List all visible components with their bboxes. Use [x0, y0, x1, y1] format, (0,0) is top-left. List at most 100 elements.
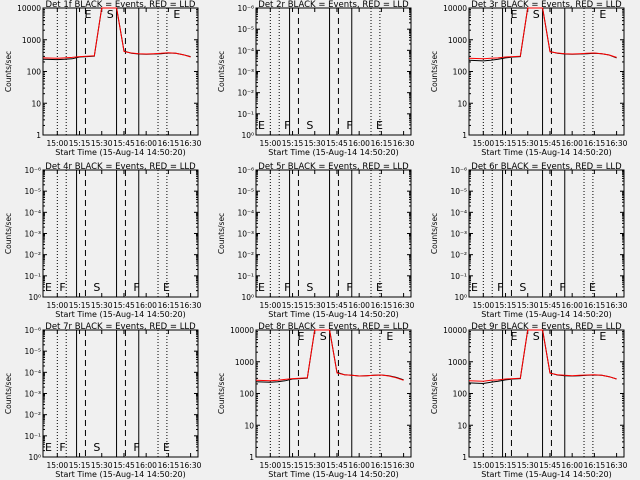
- x-tick-label: 15:30: [304, 461, 326, 470]
- x-tick-label: 15:45: [539, 461, 561, 470]
- y-tick-label: 10⁻¹: [237, 272, 254, 281]
- x-tick-label: 15:30: [91, 301, 113, 310]
- y-tick-label: 1: [249, 453, 254, 462]
- state-marker: E: [589, 281, 596, 294]
- x-tick-label: 15:45: [113, 461, 135, 470]
- panel-title: Det 5r BLACK = Events, RED = LLD: [258, 162, 409, 172]
- panel-det8r: Det 8r BLACK = Events, RED = LLD 1 10 100 10…: [217, 322, 415, 479]
- x-tick-label: 16:15: [158, 301, 180, 310]
- panel-det5r: Det 5r BLACK = Events, RED = LLD 10⁰ 10⁻¹ 1…: [217, 162, 415, 319]
- series-lld-line: [255, 329, 404, 382]
- x-tick-label: 15:45: [326, 139, 348, 148]
- x-tick-label: 16:15: [584, 461, 606, 470]
- y-tick-label: 10⁻⁵: [450, 187, 467, 196]
- y-tick-label: 10⁻⁶: [237, 166, 254, 175]
- state-marker: E: [599, 8, 606, 21]
- state-marker: S: [533, 8, 540, 21]
- y-tick-label: 10⁻³: [237, 68, 254, 77]
- state-marker: E: [163, 441, 170, 454]
- y-axis-label: Counts/sec: [217, 51, 226, 92]
- x-tick-label: 16:00: [561, 461, 583, 470]
- panel-det1f: Det 1f BLACK = Events, RED = LLD 1 10 100 10…: [4, 0, 202, 157]
- y-tick-label: 100: [453, 68, 468, 77]
- y-tick-label: 10⁻⁵: [24, 187, 41, 196]
- y-tick-label: 10⁻²: [237, 251, 254, 260]
- x-tick-label: 15:00: [473, 139, 495, 148]
- panel-title: Det 8r BLACK = Events, RED = LLD: [258, 322, 409, 332]
- state-marker: F: [59, 441, 65, 454]
- state-marker: S: [93, 441, 100, 454]
- state-marker: E: [599, 330, 606, 343]
- y-tick-label: 100: [27, 68, 42, 77]
- y-tick-label: 100: [453, 390, 468, 399]
- state-marker: E: [45, 441, 52, 454]
- x-tick-label: 16:30: [606, 139, 628, 148]
- y-tick-label: 10⁰: [28, 453, 41, 462]
- y-tick-label: 10⁻³: [450, 230, 467, 239]
- x-tick-label: 15:30: [517, 301, 539, 310]
- y-tick-label: 10⁻⁵: [24, 347, 41, 356]
- state-marker: S: [107, 8, 114, 21]
- panel-title: Det 6r BLACK = Events, RED = LLD: [471, 162, 622, 172]
- y-tick-label: 10⁻⁴: [24, 368, 41, 377]
- state-marker: E: [297, 330, 304, 343]
- x-tick-label: 16:15: [158, 461, 180, 470]
- y-axis-label: Counts/sec: [430, 51, 439, 92]
- x-tick-label: 16:15: [158, 139, 180, 148]
- y-tick-label: 10⁻³: [237, 230, 254, 239]
- y-tick-label: 10⁻²: [24, 411, 41, 420]
- x-tick-label: 16:30: [393, 461, 415, 470]
- y-tick-label: 10⁻⁶: [24, 326, 41, 335]
- state-marker: S: [320, 330, 327, 343]
- x-tick-label: 16:00: [348, 139, 370, 148]
- x-tick-label: 15:45: [326, 301, 348, 310]
- y-tick-label: 10⁻²: [24, 251, 41, 260]
- x-tick-label: 15:00: [260, 461, 282, 470]
- y-tick-label: 10⁰: [241, 293, 254, 302]
- x-tick-label: 16:15: [584, 139, 606, 148]
- state-marker: F: [559, 281, 565, 294]
- y-tick-label: 10⁻⁶: [450, 166, 467, 175]
- series-lld-line: [42, 7, 191, 59]
- x-tick-label: 15:00: [260, 301, 282, 310]
- x-tick-label: 16:30: [393, 139, 415, 148]
- x-tick-label: 16:00: [135, 461, 157, 470]
- y-axis-label: Counts/sec: [217, 213, 226, 254]
- y-axis-label: Counts/sec: [4, 51, 13, 92]
- panel-det9r: Det 9r BLACK = Events, RED = LLD 1 10 100 10…: [430, 322, 628, 479]
- x-axis-label: Start Time (15-Aug-14 14:50:20): [481, 470, 612, 479]
- panel-title: Det 3r BLACK = Events, RED = LLD: [471, 0, 622, 10]
- x-tick-label: 15:15: [495, 301, 517, 310]
- state-marker: E: [258, 281, 265, 294]
- x-tick-label: 15:30: [91, 139, 113, 148]
- state-marker: E: [376, 281, 383, 294]
- x-tick-label: 15:30: [517, 139, 539, 148]
- y-tick-label: 10⁰: [241, 131, 254, 140]
- state-marker: F: [59, 281, 65, 294]
- y-tick-label: 10⁻⁵: [237, 25, 254, 34]
- state-marker: E: [510, 8, 517, 21]
- panel-det4r: Det 4r BLACK = Events, RED = LLD 10⁰ 10⁻¹ 1…: [4, 162, 202, 319]
- x-axis-label: Start Time (15-Aug-14 14:50:20): [55, 310, 186, 319]
- state-marker: S: [519, 281, 526, 294]
- x-tick-label: 15:15: [282, 301, 304, 310]
- state-marker: E: [45, 281, 52, 294]
- x-tick-label: 16:00: [348, 461, 370, 470]
- series-lld-line: [468, 7, 617, 60]
- y-tick-label: 10: [244, 421, 254, 430]
- x-tick-label: 15:45: [539, 139, 561, 148]
- x-tick-label: 15:45: [113, 301, 135, 310]
- panel-det6r: Det 6r BLACK = Events, RED = LLD 10⁰ 10⁻¹ 1…: [430, 162, 628, 319]
- y-axis-label: Counts/sec: [217, 373, 226, 414]
- y-tick-label: 100: [240, 390, 255, 399]
- y-tick-label: 10⁰: [454, 293, 467, 302]
- x-tick-label: 15:15: [495, 461, 517, 470]
- panel-det7r: Det 7r BLACK = Events, RED = LLD 10⁰ 10⁻¹ 1…: [4, 322, 202, 479]
- panel-det2r: Det 2r BLACK = Events, RED = LLD 10⁰ 10⁻¹ 1…: [217, 0, 415, 157]
- state-marker: F: [284, 281, 290, 294]
- x-tick-label: 15:15: [69, 461, 91, 470]
- y-tick-label: 10⁻¹: [24, 272, 41, 281]
- x-tick-label: 15:45: [326, 461, 348, 470]
- x-tick-label: 15:00: [473, 301, 495, 310]
